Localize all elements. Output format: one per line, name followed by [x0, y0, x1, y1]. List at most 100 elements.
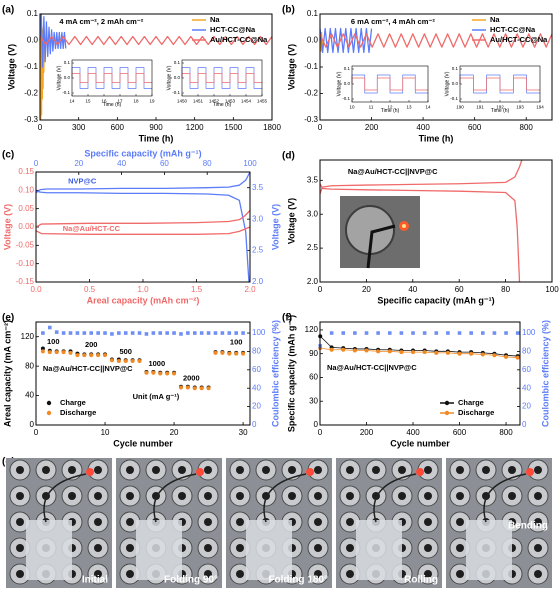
x-tick-label: 0 — [318, 428, 323, 437]
printed-star — [508, 492, 516, 500]
x-axis-label: Time (h) — [139, 133, 174, 143]
printed-star — [456, 518, 464, 526]
y-tick-label: 0.1 — [174, 60, 181, 65]
y2-axis-label: Voltage (V) — [270, 204, 280, 250]
marker — [515, 331, 520, 335]
marker — [353, 331, 357, 335]
wire — [373, 473, 417, 523]
x-tick-label: 14 — [69, 98, 75, 103]
y-tick-label: -0.1 — [62, 90, 70, 95]
marker — [178, 385, 183, 390]
panel-label: (e) — [2, 313, 14, 324]
photo: Initial — [6, 458, 112, 588]
printed-star — [236, 492, 244, 500]
photo: Bending — [446, 458, 552, 588]
x2-tick-label: 20 — [74, 159, 83, 168]
x-tick-label: 20 — [170, 428, 179, 437]
marker — [387, 349, 392, 354]
marker — [75, 353, 80, 358]
printed-star — [16, 570, 24, 578]
x-tick-label: 200 — [360, 428, 374, 437]
legend-swatch — [444, 410, 450, 416]
y-tick-label: 2.5 — [307, 243, 319, 252]
printed-star — [288, 466, 296, 474]
x-axis-label: Time (h) — [213, 102, 232, 108]
x-tick-label: 19 — [149, 98, 155, 103]
printed-star — [94, 466, 102, 474]
y2-tick-label: 0 — [252, 420, 257, 429]
marker — [515, 355, 520, 360]
marker — [199, 386, 204, 391]
annotation: 6 mA cm⁻², 4 mAh cm⁻² — [351, 17, 435, 26]
printed-star — [236, 570, 244, 578]
marker — [172, 371, 177, 376]
marker — [329, 347, 334, 352]
x-tick-label: 1453 — [225, 98, 236, 103]
printed-star — [346, 492, 354, 500]
series-line — [319, 33, 553, 48]
legend-label: Na — [210, 15, 220, 24]
photo: Folding 90° — [116, 458, 222, 588]
annotation: 2000 — [183, 374, 200, 383]
y-tick-label: 0 — [30, 420, 35, 429]
marker — [399, 350, 404, 355]
y-tick-label: 30 — [309, 396, 318, 405]
series-line — [459, 77, 540, 91]
x-tick-label: 80 — [501, 285, 510, 294]
marker — [213, 350, 218, 355]
printed-star — [346, 570, 354, 578]
x-tick-label: 0 — [38, 123, 43, 132]
legend-label: Charge — [458, 398, 484, 407]
x-axis-label: Cycle number — [113, 438, 173, 448]
printed-star — [236, 466, 244, 474]
printed-star — [424, 466, 432, 474]
chart: 2.0 2.5 3.0 3.5 0 20 40 60 80 100 Specific capacit… — [282, 151, 559, 306]
legend-label: Au/HCT-CC@Na — [210, 35, 268, 44]
legend-swatch — [46, 410, 52, 416]
x-axis-label: Specific capacity (mAh g⁻¹) — [377, 295, 494, 305]
x-tick-label: 800 — [520, 123, 534, 132]
plot-frame — [181, 59, 263, 97]
annotation: 500 — [119, 347, 132, 356]
annotation: Na@Au/HCT-CC — [63, 224, 121, 233]
y2-tick-label: 20 — [522, 402, 531, 411]
marker — [504, 354, 509, 359]
printed-star — [204, 518, 212, 526]
y-tick-label: 120 — [21, 332, 35, 341]
marker — [422, 331, 427, 335]
y2-axis-label: Coulombic efficiency (%) — [540, 320, 550, 427]
y-tick-label: 0.0 — [452, 81, 459, 86]
printed-star — [372, 466, 380, 474]
chart: 0 30 60 90 120 0 200 400 600 800 0 20 40 60 80 100 Cycle… — [282, 313, 550, 449]
y-tick-label: -0.3 — [304, 115, 318, 124]
y2-tick-label: 2.5 — [252, 246, 264, 255]
x-axis-label: Areal capacity (mAh cm⁻²) — [87, 295, 200, 305]
led-glow — [402, 224, 406, 228]
photo: Folding 180° — [226, 458, 332, 588]
marker — [89, 331, 94, 335]
marker — [213, 331, 218, 335]
x-tick-label: 18 — [133, 98, 139, 103]
printed-star — [456, 570, 464, 578]
printed-star — [68, 466, 76, 474]
printed-star — [262, 466, 270, 474]
marker — [103, 331, 107, 335]
photo-inset — [340, 196, 420, 269]
photo-caption: Initial — [82, 575, 108, 586]
printed-star — [534, 492, 542, 500]
legend-label: HCT-CC@Na — [210, 25, 256, 34]
marker — [68, 331, 73, 335]
marker — [144, 332, 149, 336]
x-tick-label: 13 — [406, 104, 412, 109]
printed-star — [16, 544, 24, 552]
y-tick-label: 0.1 — [452, 66, 459, 71]
x-tick-label: 14 — [425, 104, 431, 109]
annotation: Na@Au/HCT-CC||NVP@C — [327, 363, 417, 372]
plot-frame — [319, 13, 553, 121]
printed-star — [68, 492, 76, 500]
printed-star — [456, 466, 464, 474]
printed-star — [94, 544, 102, 552]
x-tick-label: 190 — [456, 104, 464, 109]
marker — [40, 349, 45, 354]
marker — [434, 331, 439, 335]
